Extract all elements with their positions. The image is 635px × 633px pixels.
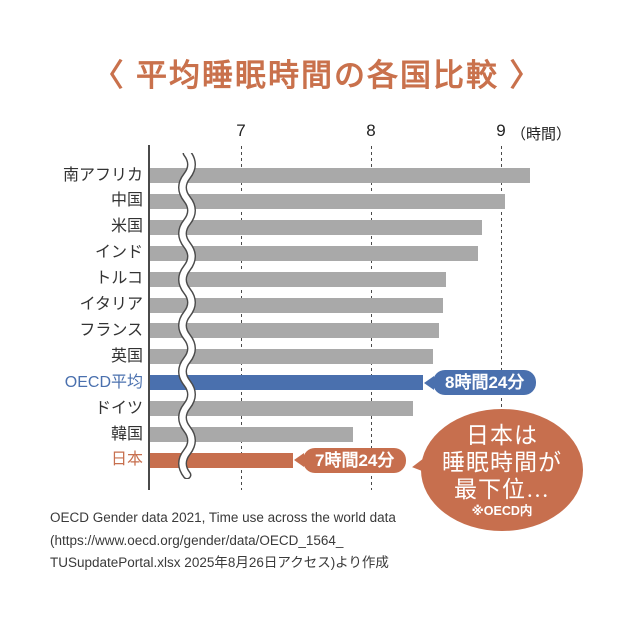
category-label-2: 米国 [110, 218, 143, 236]
source-citation: OECD Gender data 2021, Time use across t… [50, 507, 396, 575]
gridline-9 [500, 146, 502, 490]
category-label-3: インド [94, 244, 143, 262]
bar-8 [150, 375, 423, 391]
category-label-4: トルコ [95, 270, 143, 288]
callout-11: 7時間24分 [293, 447, 407, 473]
category-label-1: 中国 [110, 192, 143, 210]
callout-value-text: 8時間24分 [445, 373, 525, 393]
category-label-7: 英国 [110, 347, 143, 365]
category-label-10: 韓国 [110, 425, 143, 443]
category-label-8: OECD平均 [64, 373, 143, 391]
callout-value-text: 7時間24分 [315, 450, 395, 470]
annotation-line-1: 日本は [466, 422, 538, 448]
bar-7 [150, 349, 434, 365]
bar-2 [150, 219, 482, 235]
annotation-line-3: 最下位… [454, 476, 550, 502]
bar-3 [150, 245, 478, 261]
gridline-7 [240, 146, 242, 490]
bar-0 [150, 168, 530, 183]
chart-title: 〈 平均睡眠時間の各国比較 〉 [92, 58, 543, 93]
bar-6 [150, 323, 439, 339]
bar-1 [150, 193, 505, 209]
bar-9 [150, 401, 413, 417]
gridline-8 [370, 146, 372, 490]
bar-10 [150, 427, 353, 442]
category-label-0: 南アフリカ [62, 166, 143, 184]
category-label-11: 日本 [110, 451, 143, 469]
bar-4 [150, 271, 447, 287]
source-line-3: TUSupdatePortal.xlsx 2025年8月26日アクセス)より作成 [50, 555, 389, 570]
x-tick-7: 7 [236, 121, 246, 140]
axis-unit-label: （時間） [511, 126, 572, 143]
bar-5 [150, 297, 443, 313]
bar-11 [150, 452, 293, 468]
category-label-6: フランス [79, 321, 143, 339]
x-tick-8: 8 [366, 121, 376, 140]
source-line-1: OECD Gender data 2021, Time use across t… [50, 510, 396, 525]
annotation-line-2: 睡眠時間が [442, 449, 562, 475]
annotation-bubble: 日本は 睡眠時間が 最下位… ※OECD内 [410, 409, 583, 531]
annotation-bubble-tail [410, 455, 430, 477]
y-axis-line [148, 145, 150, 490]
x-tick-9: 9 [496, 121, 506, 140]
callout-8: 8時間24分 [423, 370, 537, 396]
category-label-5: イタリア [79, 296, 143, 313]
category-label-9: ドイツ [94, 399, 143, 417]
annotation-note: ※OECD内 [471, 503, 533, 518]
axis-break-wave [178, 153, 196, 479]
source-line-2: (https://www.oecd.org/gender/data/OECD_1… [50, 532, 344, 548]
